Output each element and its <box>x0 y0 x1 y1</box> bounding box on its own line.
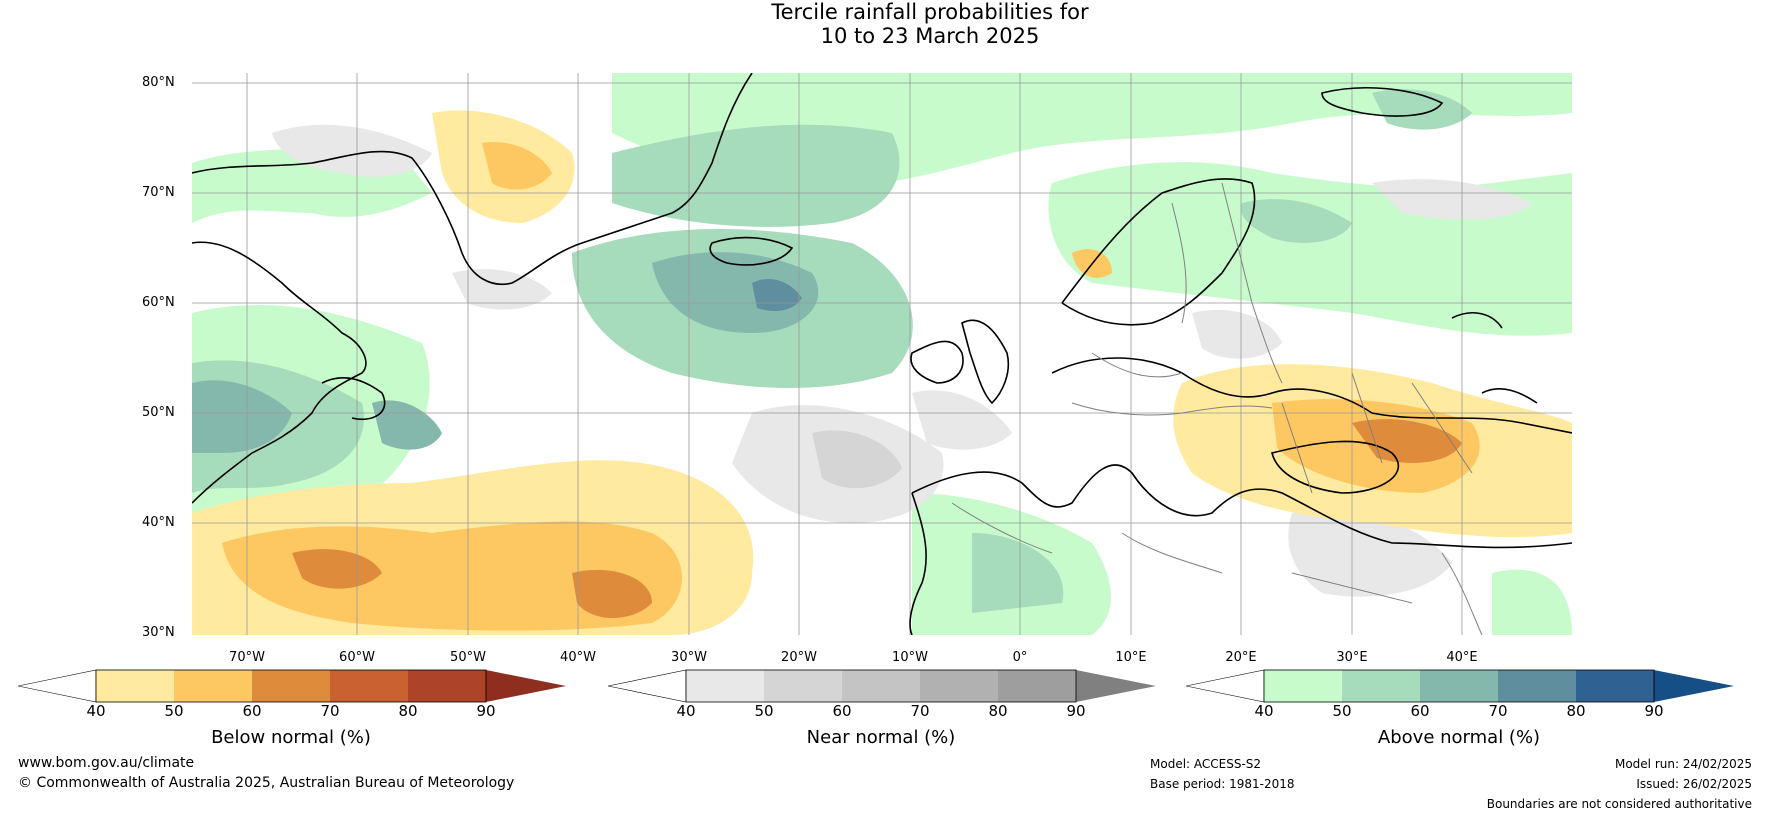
near-normal-colorbar <box>608 669 1156 703</box>
cb3-tick-70: 70 <box>1488 702 1508 720</box>
cb3-arrow-high <box>1654 670 1734 702</box>
base-period-text: Base period: 1981-2018 <box>1150 777 1295 791</box>
cb3-seg-60-70 <box>1420 670 1498 702</box>
above-normal-colorbar <box>1186 669 1734 703</box>
rainfall-probability-map <box>192 73 1572 635</box>
lat-label-80n: 80°N <box>142 75 175 90</box>
cb3-seg-80-90 <box>1576 670 1654 702</box>
lon-label-40w: 40°W <box>560 650 596 665</box>
cb2-seg-50-60 <box>764 670 842 702</box>
country-borders <box>951 182 1483 635</box>
cb1-tick-40: 40 <box>86 702 106 720</box>
title-line-2: 10 to 23 March 2025 <box>820 24 1040 48</box>
copyright-text: © Commonwealth of Australia 2025, Austra… <box>18 775 515 791</box>
cb1-tick-80: 80 <box>398 702 418 720</box>
cb1-tick-90: 90 <box>476 702 496 720</box>
near-normal-label: Near normal (%) <box>806 727 956 748</box>
cb2-arrow-high <box>1076 670 1156 702</box>
cb1-seg-40-50 <box>96 670 174 702</box>
cb1-seg-70-80 <box>330 670 408 702</box>
cb1-seg-60-70 <box>252 670 330 702</box>
lon-label-10e: 10°E <box>1115 650 1147 665</box>
cb2-seg-80-90 <box>998 670 1076 702</box>
cb1-tick-70: 70 <box>320 702 340 720</box>
lon-label-60w: 60°W <box>339 650 375 665</box>
near-normal-regions <box>272 124 1532 597</box>
lon-label-70w: 70°W <box>229 650 265 665</box>
model-text: Model: ACCESS-S2 <box>1150 757 1262 771</box>
cb3-arrow-low <box>1186 669 1265 703</box>
lon-label-30w: 30°W <box>671 650 707 665</box>
cb1-arrow-low <box>18 669 97 703</box>
lon-label-40e: 40°E <box>1446 650 1478 665</box>
cb3-tick-80: 80 <box>1566 702 1586 720</box>
cb1-tick-50: 50 <box>164 702 184 720</box>
cb2-tick-60: 60 <box>832 702 852 720</box>
lon-label-50w: 50°W <box>450 650 486 665</box>
cb1-seg-80-90 <box>408 670 486 702</box>
model-run-text: Model run: 24/02/2025 <box>1614 757 1752 771</box>
lon-label-20e: 20°E <box>1225 650 1257 665</box>
above-normal-label: Above normal (%) <box>1377 727 1541 748</box>
lat-label-70n: 70°N <box>142 185 175 200</box>
cb1-tick-60: 60 <box>242 702 262 720</box>
cb2-tick-50: 50 <box>754 702 774 720</box>
coastlines <box>192 73 1572 635</box>
title-line-1: Tercile rainfall probabilities for <box>771 0 1089 24</box>
below-normal-regions <box>192 110 1572 635</box>
cb2-seg-70-80 <box>920 670 998 702</box>
website-link[interactable]: www.bom.gov.au/climate <box>18 755 195 771</box>
cb3-tick-90: 90 <box>1644 702 1664 720</box>
cb2-tick-70: 70 <box>910 702 930 720</box>
lon-label-10w: 10°W <box>892 650 928 665</box>
cb3-tick-40: 40 <box>1254 702 1274 720</box>
below-normal-colorbar <box>18 669 566 703</box>
cb3-seg-40-50 <box>1264 670 1342 702</box>
issued-text: Issued: 26/02/2025 <box>1636 777 1752 791</box>
lon-label-0: 0° <box>1012 650 1028 665</box>
cb3-seg-70-80 <box>1498 670 1576 702</box>
cb2-seg-40-50 <box>686 670 764 702</box>
cb2-tick-80: 80 <box>988 702 1008 720</box>
cb2-arrow-low <box>608 669 687 703</box>
lon-label-20w: 20°W <box>781 650 817 665</box>
map-title: Tercile rainfall probabilities for 10 to… <box>0 0 1770 48</box>
cb1-arrow-high <box>486 670 566 702</box>
below-normal-label: Below normal (%) <box>211 727 371 748</box>
map-svg <box>192 73 1572 635</box>
cb3-tick-60: 60 <box>1410 702 1430 720</box>
lat-label-50n: 50°N <box>142 405 175 420</box>
cb2-tick-90: 90 <box>1066 702 1086 720</box>
cb2-tick-40: 40 <box>676 702 696 720</box>
lat-label-30n: 30°N <box>142 625 175 640</box>
lat-label-40n: 40°N <box>142 515 175 530</box>
disclaimer-text: Boundaries are not considered authoritat… <box>1486 797 1752 811</box>
lon-label-30e: 30°E <box>1336 650 1368 665</box>
cb3-tick-50: 50 <box>1332 702 1352 720</box>
above-normal-regions <box>192 73 1572 635</box>
lat-label-60n: 60°N <box>142 295 175 310</box>
cb3-seg-50-60 <box>1342 670 1420 702</box>
cb1-seg-50-60 <box>174 670 252 702</box>
cb2-seg-60-70 <box>842 670 920 702</box>
